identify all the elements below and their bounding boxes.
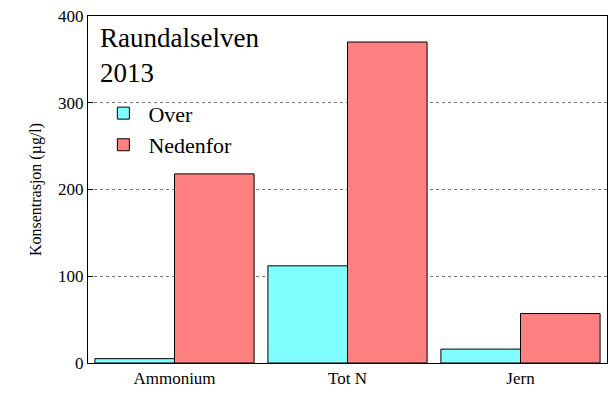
svg-text:Jern: Jern — [506, 369, 535, 388]
svg-text:400: 400 — [58, 7, 84, 26]
svg-text:Nedenfor: Nedenfor — [148, 133, 232, 158]
svg-text:Over: Over — [148, 102, 193, 127]
svg-text:Ammonium: Ammonium — [133, 369, 215, 388]
svg-text:Konsentrasjon (µg/l): Konsentrasjon (µg/l) — [27, 123, 45, 256]
svg-text:200: 200 — [58, 180, 84, 199]
svg-text:100: 100 — [58, 267, 84, 286]
svg-text:300: 300 — [58, 94, 84, 113]
svg-text:Raundalselven2013: Raundalselven2013 — [100, 23, 259, 88]
svg-text:0: 0 — [75, 354, 84, 373]
svg-text:Tot N: Tot N — [328, 369, 367, 388]
